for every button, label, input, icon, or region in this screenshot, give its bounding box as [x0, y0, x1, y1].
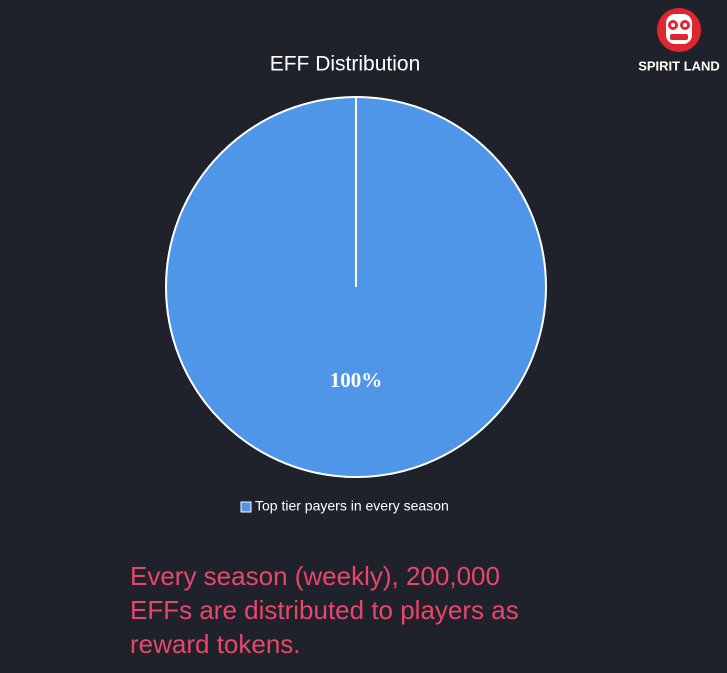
legend-label: Top tier payers in every season — [255, 498, 449, 514]
chart-title: EFF Distribution — [270, 53, 421, 76]
logo-icon — [657, 8, 701, 52]
caption-line: Every season (weekly), 200,000 — [130, 561, 500, 591]
logo-text: SPIRIT LAND — [638, 58, 720, 73]
caption-line: EFFs are distributed to players as — [130, 595, 519, 625]
data-label: 100% — [330, 368, 383, 392]
caption: Every season (weekly), 200,000 EFFs are d… — [130, 561, 519, 659]
legend-swatch — [240, 501, 252, 513]
caption-line: reward tokens. — [130, 629, 301, 659]
